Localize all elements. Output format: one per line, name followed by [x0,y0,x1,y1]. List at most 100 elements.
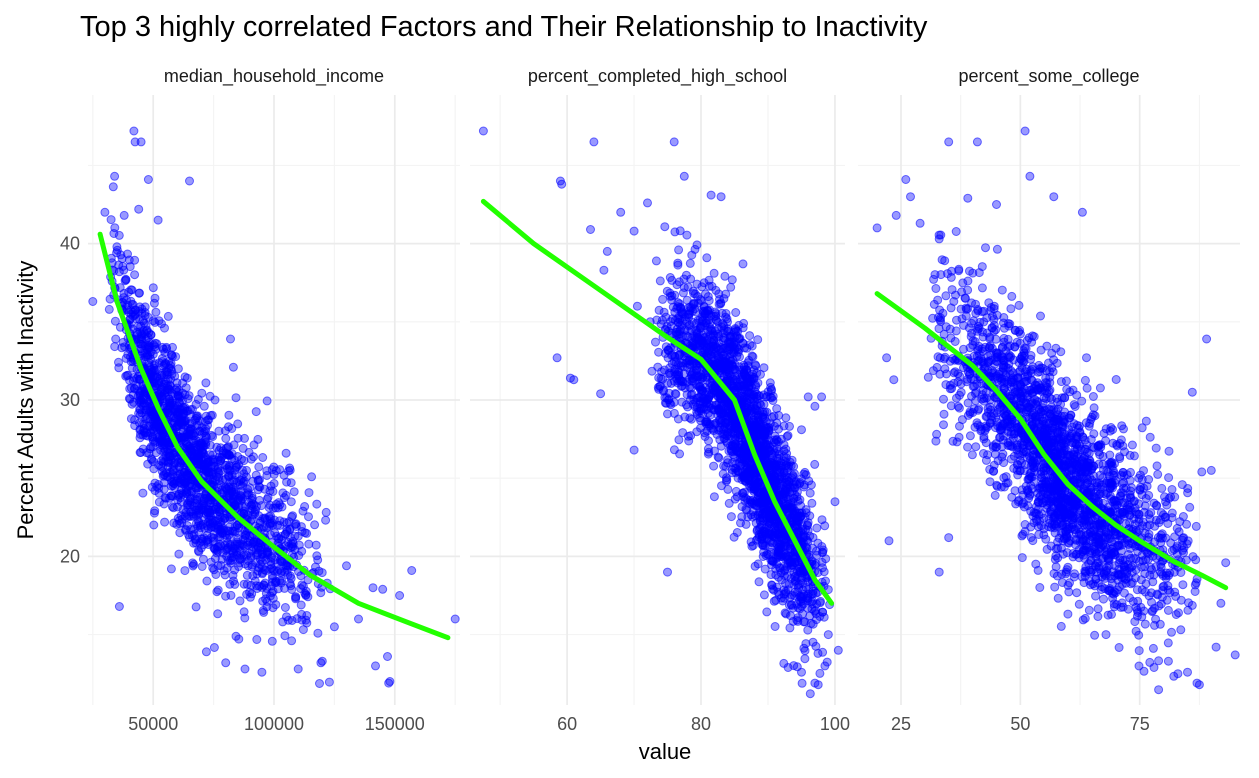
scatter-point [1091,591,1101,601]
scatter-point [371,661,380,671]
scatter-point [307,472,317,482]
scatter-point [674,435,684,445]
scatter-point [797,667,806,677]
scatter-point [692,410,702,419]
scatter-point [753,335,763,345]
scatter-point [807,597,817,607]
scatter-point [704,275,714,285]
scatter-point [747,341,757,351]
x-tick-label: 50 [1010,714,1030,734]
scatter-point [246,501,256,510]
scatter-point [304,488,314,498]
scatter-point [208,537,218,547]
scatter-point [159,361,168,371]
scatter-point [194,547,204,557]
scatter-point [720,271,730,281]
scatter-point [159,344,169,354]
scatter-point [224,410,234,420]
scatter-point [676,325,685,335]
scatter-point [130,270,140,280]
scatter-point [589,137,599,147]
scatter-point [214,446,224,455]
scatter-point [819,567,829,577]
scatter-point [744,387,754,397]
scatter-point [799,530,809,540]
scatter-point [200,462,210,472]
scatter-point [287,636,297,646]
scatter-point [1101,630,1111,640]
x-tick-label: 25 [891,714,911,734]
scatter-point [775,478,785,488]
scatter-point [721,461,731,471]
scatter-point [213,585,223,595]
facet-strip-label: median_household_income [164,66,384,87]
scatter-point [801,508,811,518]
scatter-point [812,615,821,625]
scatter-point [789,477,799,487]
scatter-point [772,404,782,414]
scatter-point [234,634,244,644]
scatter-point [1164,446,1174,456]
scatter-point [753,416,763,426]
scatter-point [651,256,661,266]
scatter-point [168,478,178,487]
scatter-point [770,521,780,531]
scatter-point [211,570,221,579]
x-tick-label: 100 [820,714,850,734]
scatter-point [810,401,820,411]
scatter-point [150,317,160,327]
scatter-point [682,230,692,240]
scatter-point [126,414,136,424]
scatter-point [174,549,184,559]
scatter-point [198,554,208,564]
scatter-point [167,350,177,360]
scatter-point [671,389,681,399]
scatter-point [239,476,249,486]
scatter-point [1090,630,1100,640]
scatter-point [240,559,250,569]
scatter-point [180,566,190,576]
scatter-point [236,550,246,559]
scatter-point [302,528,312,538]
scatter-point [658,294,668,304]
scatter-point [647,366,657,376]
scatter-point [977,283,987,293]
scatter-point [955,421,964,431]
scatter-point [262,549,272,559]
scatter-point [114,602,124,611]
scatter-point [317,656,327,666]
scatter-point [755,391,764,401]
scatter-point [720,357,730,367]
scatter-point [716,441,726,451]
scatter-point [663,567,672,577]
scatter-point [209,643,219,652]
scatter-point [288,539,298,549]
scatter-point [134,408,144,418]
scatter-point [258,606,268,615]
scatter-point [262,471,272,480]
scatter-point [269,515,279,525]
scatter-point [134,204,144,214]
scatter-point [290,531,300,541]
chart-title: Top 3 highly correlated Factors and Thei… [80,11,928,43]
scatter-point [1167,485,1177,494]
scatter-point [1191,521,1201,531]
scatter-point [702,253,712,263]
scatter-point [378,584,388,594]
scatter-point [663,395,673,405]
scatter-point [680,383,690,393]
scatter-point [805,689,815,699]
scatter-point [655,276,665,286]
scatter-point [165,445,175,455]
scatter-point [237,465,247,475]
scatter-point [160,323,169,333]
scatter-point [688,299,698,309]
scatter-point [193,448,203,458]
scatter-point [191,399,201,409]
scatter-point [153,215,163,225]
scatter-point [629,445,639,455]
scatter-point [1099,594,1108,604]
scatter-point [170,418,180,428]
